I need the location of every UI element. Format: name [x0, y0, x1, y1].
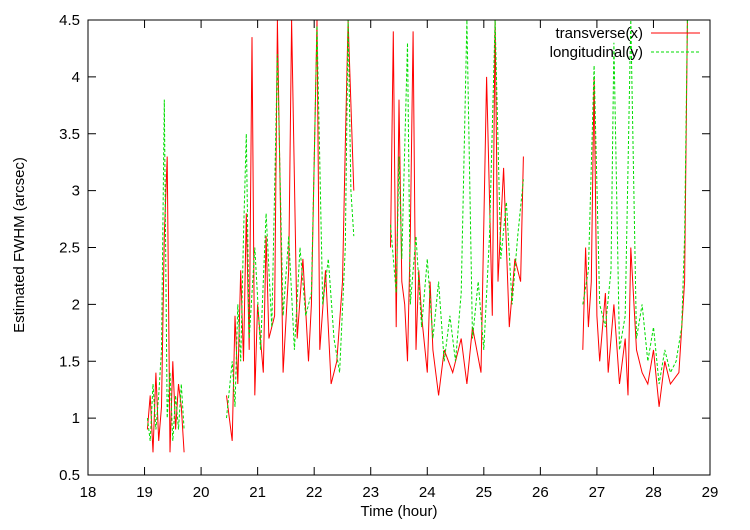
x-tick-label-0: 18: [80, 484, 97, 501]
x-tick-label-6: 24: [419, 484, 436, 501]
y-tick-label-7: 4: [72, 69, 80, 86]
series-0-segment-0: [146, 156, 185, 453]
x-tick-label-8: 26: [532, 484, 549, 501]
series-0-segment-1: [226, 20, 355, 441]
y-tick-label-4: 2.5: [59, 240, 80, 257]
y-tick-label-6: 3.5: [59, 126, 80, 143]
legend: transverse(x) longitudinal(y): [550, 25, 700, 61]
y-tick-label-5: 3: [72, 183, 80, 200]
y-tick-label-1: 1: [72, 410, 80, 427]
legend-label-longitudinal: longitudinal(y): [550, 44, 643, 61]
y-tick-label-2: 1.5: [59, 353, 80, 370]
series-0-segment-3: [582, 20, 688, 407]
x-axis-label: Time (hour): [361, 503, 438, 520]
x-tick-label-4: 22: [306, 484, 323, 501]
x-tick-label-11: 29: [702, 484, 719, 501]
x-tick-label-1: 19: [136, 484, 153, 501]
ticks-layer: 18 19 20 21 22 23 24 25 26 27 28 29 0.5 1 1.5 2 2.5 3 3.5 4…: [59, 12, 718, 501]
series-layer: [146, 20, 688, 453]
legend-label-transverse: transverse(x): [555, 25, 643, 42]
y-tick-label-3: 2: [72, 296, 80, 313]
y-tick-label-0: 0.5: [59, 467, 80, 484]
x-tick-label-5: 23: [362, 484, 379, 501]
x-tick-label-7: 25: [475, 484, 492, 501]
series-1-segment-2: [390, 20, 524, 362]
series-1-segment-3: [582, 20, 688, 385]
x-tick-label-10: 28: [645, 484, 662, 501]
series-0-segment-2: [390, 20, 524, 396]
series-1-segment-0: [146, 99, 185, 441]
y-axis-label: Estimated FWHM (arcsec): [11, 157, 28, 333]
x-tick-label-9: 27: [589, 484, 606, 501]
y-tick-label-8: 4.5: [59, 12, 80, 29]
x-tick-label-3: 21: [249, 484, 266, 501]
x-tick-label-2: 20: [193, 484, 210, 501]
series-1-segment-1: [226, 20, 355, 419]
